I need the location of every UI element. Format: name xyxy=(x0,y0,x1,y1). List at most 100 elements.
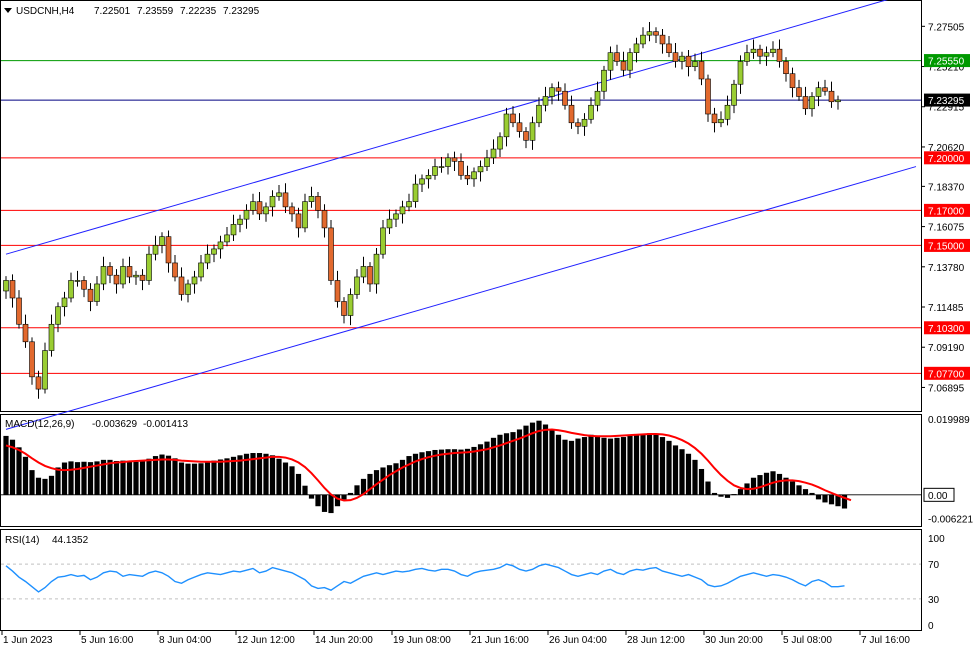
macd-bar xyxy=(796,485,802,495)
candle-bullish xyxy=(354,276,360,295)
time-axis: 1 Jun 2023 5 Jun 16:00 8 Jun 04:00 12 Jun 1… xyxy=(1,631,910,646)
macd-bar xyxy=(243,453,250,495)
level-tag-label: 7.17000 xyxy=(928,206,965,217)
macd-bar xyxy=(432,449,438,495)
macd-bar xyxy=(412,453,419,495)
macd-tick-label: 0.019989 xyxy=(928,415,970,426)
time-tick-label: 5 Jun 16:00 xyxy=(81,635,134,646)
price-tick-label: 7.13780 xyxy=(928,263,965,274)
candle-bearish xyxy=(35,376,42,390)
time-tick-label: 21 Jun 16:00 xyxy=(471,635,529,646)
macd-bar xyxy=(269,455,276,495)
time-tick-label: 8 Jun 04:00 xyxy=(159,635,212,646)
candle-bullish xyxy=(191,276,198,285)
candle-bearish xyxy=(711,113,718,124)
candle-bullish xyxy=(835,99,841,103)
macd-bar xyxy=(711,492,718,495)
macd-bar xyxy=(107,459,113,495)
candle-bullish xyxy=(302,201,308,229)
candle-bullish xyxy=(737,61,744,85)
candle-bullish xyxy=(269,196,276,208)
level-tag-label: 7.15000 xyxy=(928,241,965,252)
candle-bullish xyxy=(815,87,822,97)
candle-bullish xyxy=(724,104,731,120)
macd-bar xyxy=(263,453,269,495)
candle-bullish xyxy=(438,166,445,168)
candle-bearish xyxy=(107,266,113,276)
macd-bar xyxy=(607,438,614,495)
rsi-tick-label: 70 xyxy=(928,560,940,571)
candle-bullish xyxy=(646,31,653,36)
candle-bullish xyxy=(432,166,438,176)
candle-bullish xyxy=(419,178,425,185)
macd-bar xyxy=(549,429,555,495)
macd-bar xyxy=(217,459,224,495)
price-tick-label: 7.09190 xyxy=(928,343,965,354)
time-tick-label: 14 Jun 20:00 xyxy=(315,635,373,646)
price-tick-label: 7.18370 xyxy=(928,182,965,193)
candle-bearish xyxy=(87,288,94,302)
candle-bullish xyxy=(380,227,386,255)
macd-bar xyxy=(100,459,107,495)
macd-bar xyxy=(113,460,120,495)
collapse-arrow-icon[interactable] xyxy=(4,8,12,13)
candle-bearish xyxy=(334,280,341,302)
macd-bar xyxy=(61,462,68,495)
price-tick-label: 7.25210 xyxy=(928,63,965,74)
rsi-header: RSI(14) 44.1352 xyxy=(5,535,89,546)
trend-channel xyxy=(5,0,917,430)
macd-bar xyxy=(165,455,172,495)
candle-bullish xyxy=(542,96,549,106)
candle-bearish xyxy=(523,131,529,141)
candle-bearish xyxy=(653,31,659,36)
price-level-tags: 7.25550 7.23295 7.20000 7.17000 7.15000 7.103… xyxy=(924,54,970,380)
candle-bullish xyxy=(406,201,412,208)
macd-bar xyxy=(614,437,620,495)
candle-bullish xyxy=(3,280,9,292)
candle-bullish xyxy=(750,48,757,53)
chart-header: USDCNH,H4 7.22501 7.23559 7.22235 7.2329… xyxy=(4,6,260,17)
candlestick-series xyxy=(3,22,841,399)
macd-bar xyxy=(438,449,445,495)
candle-bearish xyxy=(341,301,347,316)
candle-bearish xyxy=(666,43,672,53)
macd-bar xyxy=(55,467,61,495)
macd-bar xyxy=(94,461,100,495)
candle-bullish xyxy=(731,83,737,106)
rsi-pane[interactable] xyxy=(0,529,922,631)
macd-header: MACD(12,26,9) -0.003629 -0.001413 xyxy=(5,419,188,430)
macd-bar xyxy=(159,454,165,495)
candle-bullish xyxy=(718,118,724,124)
candle-bearish xyxy=(126,266,133,278)
level-tag-label: 7.20000 xyxy=(928,154,965,165)
candle-bullish xyxy=(120,266,126,285)
macd-bar xyxy=(750,477,757,495)
price-tick-label: 7.27505 xyxy=(928,22,965,33)
rsi-tick-label: 30 xyxy=(928,595,940,606)
candle-bullish xyxy=(484,157,490,167)
macd-bar xyxy=(542,424,549,495)
candle-bearish xyxy=(698,61,705,80)
macd-bar xyxy=(757,475,763,495)
price-pane[interactable] xyxy=(0,0,922,412)
macd-bar xyxy=(42,478,48,495)
candle-bullish xyxy=(412,183,419,202)
ohlc-open: 7.22501 xyxy=(94,6,131,17)
candle-bearish xyxy=(367,266,373,285)
price-tick-label: 7.06895 xyxy=(928,383,965,394)
candle-bullish xyxy=(399,206,406,215)
time-tick-label: 12 Jun 12:00 xyxy=(237,635,295,646)
macd-bar xyxy=(451,449,458,495)
candle-bearish xyxy=(796,87,802,97)
macd-bar xyxy=(588,434,594,495)
candle-bullish xyxy=(477,166,484,173)
macd-bar xyxy=(659,437,666,495)
macd-bar xyxy=(237,455,243,495)
macd-bar xyxy=(211,460,217,495)
macd-bar xyxy=(705,481,711,495)
price-tick-label: 7.20620 xyxy=(928,143,965,154)
candle-bearish xyxy=(575,122,581,127)
macd-bar xyxy=(536,420,542,495)
macd-bar xyxy=(380,467,386,495)
